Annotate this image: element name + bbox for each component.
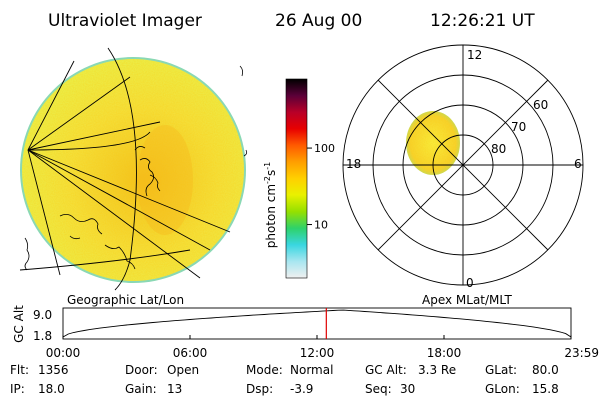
- info-panel: Flt: 1356 Door: Open Mode: Normal GC Alt: 3.…: [10, 363, 559, 396]
- lat-label-60: 60: [533, 98, 548, 112]
- colorbar-unit-exp2: -1: [263, 162, 272, 170]
- info-glon-key: GLon:: [485, 382, 520, 396]
- timeline-xtick-label-4: 23:59: [564, 346, 599, 360]
- timeline-xtick-label-3: 18:00: [427, 346, 462, 360]
- info-gain: Gain: 13: [125, 382, 182, 396]
- orbit-timeline: GC Alt 9.0 1.8 00:00 06:00 12:00 18:00 23:59: [12, 305, 599, 360]
- date-label: 26 Aug 00: [275, 11, 362, 31]
- timeline-xtick-label-1: 06:00: [173, 346, 208, 360]
- info-mode-value: Normal: [290, 363, 333, 377]
- grid-lines: [19, 47, 231, 291]
- info-dsp-key: Dsp:: [246, 382, 273, 396]
- geographic-image: [19, 47, 248, 291]
- info-flt-key: Flt:: [10, 363, 29, 377]
- info-glat-key: GLat:: [485, 363, 517, 377]
- colorbar-tick-label-10: 10: [314, 219, 328, 232]
- info-glon: GLon: 15.8: [485, 382, 559, 396]
- colorbar-ticks: 100 10: [307, 142, 335, 232]
- info-flt-value: 1356: [38, 363, 69, 377]
- right-panel-caption: Apex MLat/MLT: [422, 293, 512, 307]
- timeline-ytick-top: 9.0: [33, 308, 52, 322]
- timeline-xtick-label-2: 12:00: [300, 346, 335, 360]
- info-gcalt-key: GC Alt:: [365, 363, 407, 377]
- colorbar-tick-label-100: 100: [314, 142, 335, 155]
- info-mode-key: Mode:: [246, 363, 283, 377]
- colorbar-unit-label: photon cm-2s-1: [263, 162, 278, 249]
- info-door-value: Open: [167, 363, 199, 377]
- timeline-ylabel: GC Alt: [12, 305, 26, 343]
- info-flt: Flt: 1356: [10, 363, 69, 377]
- info-seq-value: 30: [400, 382, 415, 396]
- left-panel-caption: Geographic Lat/Lon: [67, 293, 184, 307]
- info-seq-key: Seq:: [365, 382, 392, 396]
- info-seq: Seq: 30: [365, 382, 415, 396]
- info-mode: Mode: Normal: [246, 363, 333, 377]
- auroral-oval-speckle: [407, 112, 459, 174]
- mlt-label-18: 18: [346, 157, 361, 171]
- info-gain-key: Gain:: [125, 382, 157, 396]
- coastlines: [24, 146, 161, 271]
- mlt-label-6: 6: [574, 157, 582, 171]
- colorbar-unit-base: photon cm: [264, 184, 278, 248]
- timeline-ytick-bottom: 1.8: [33, 329, 52, 343]
- info-gain-value: 13: [167, 382, 182, 396]
- mlt-label-12: 12: [467, 48, 482, 62]
- info-ip: IP: 18.0: [10, 382, 65, 396]
- info-gcalt-value: 3.3 Re: [418, 363, 456, 377]
- timeline-xticks: 00:00 06:00 12:00 18:00 23:59: [46, 335, 599, 360]
- timeline-xtick-label-0: 00:00: [46, 346, 81, 360]
- info-dsp-value: -3.9: [290, 382, 313, 396]
- colorbar: 100 10 photon cm-2s-1: [263, 78, 335, 279]
- info-door: Door: Open: [125, 363, 199, 377]
- orbit-altitude-curve: [62, 309, 572, 338]
- info-gcalt: GC Alt: 3.3 Re: [365, 363, 456, 377]
- info-glon-value: 15.8: [532, 382, 559, 396]
- info-ip-value: 18.0: [38, 382, 65, 396]
- info-dsp: Dsp: -3.9: [246, 382, 313, 396]
- info-glat-value: 80.0: [532, 363, 559, 377]
- offdisk-coastlines: [239, 65, 248, 157]
- lat-label-70: 70: [511, 120, 526, 134]
- lat-label-80: 80: [491, 142, 506, 156]
- time-label: 12:26:21 UT: [430, 11, 535, 31]
- colorbar-unit-exp1: -2: [263, 176, 272, 184]
- colorbar-scale: [285, 78, 308, 279]
- mlt-spoke-b: [377, 79, 549, 251]
- polar-plot: 12 6 0 18 60 70 80: [342, 44, 584, 290]
- info-glat: GLat: 80.0: [485, 363, 559, 377]
- info-door-key: Door:: [125, 363, 158, 377]
- polar-grid: [342, 44, 584, 286]
- info-ip-key: IP:: [10, 382, 25, 396]
- mlt-label-0: 0: [466, 276, 474, 290]
- emission-enhancement: [137, 125, 193, 235]
- instrument-title: Ultraviolet Imager: [48, 11, 202, 31]
- colorbar-unit-mid: s: [264, 170, 278, 176]
